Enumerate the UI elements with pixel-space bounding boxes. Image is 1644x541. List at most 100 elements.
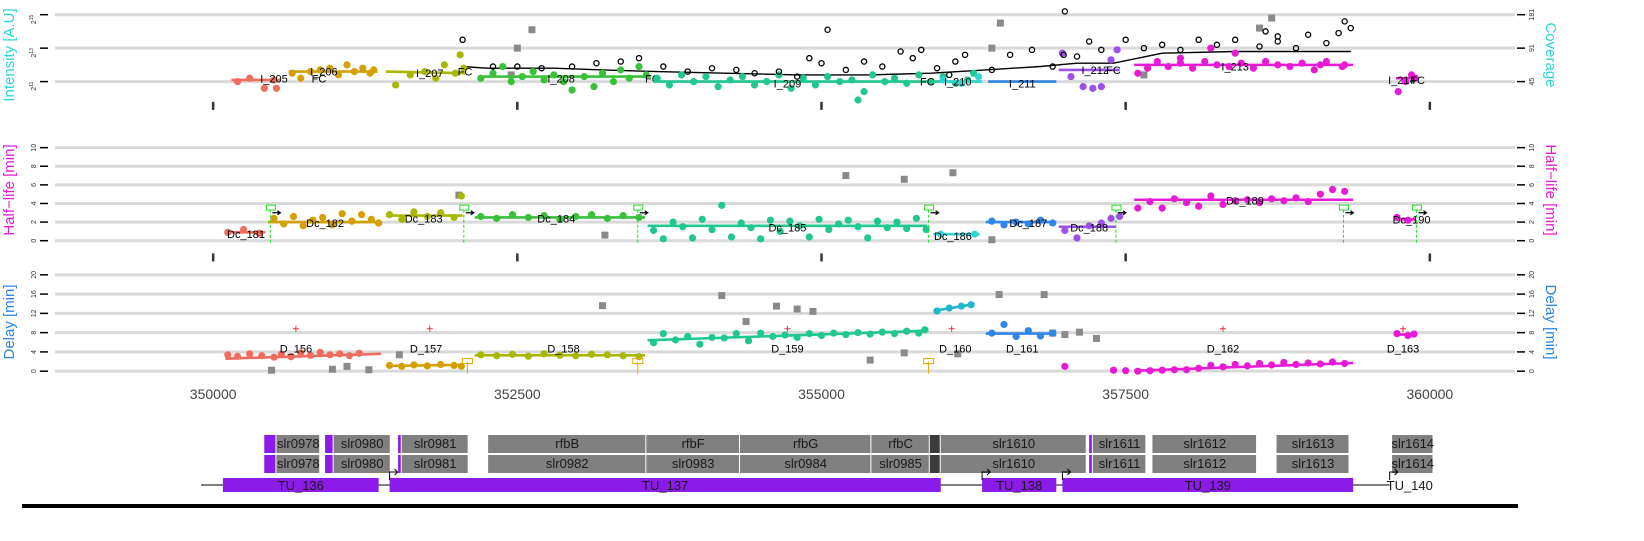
excluded-point: [343, 362, 351, 370]
data-point: [1146, 367, 1154, 375]
data-point: [815, 215, 823, 223]
data-point: [769, 332, 777, 341]
coverage-point: [1177, 46, 1184, 54]
tick-exponent: 11: [29, 81, 35, 86]
coverage-point: [1256, 43, 1263, 50]
tu-block: [389, 478, 941, 492]
data-point: [805, 330, 813, 338]
tu-label: TU_139: [1185, 478, 1231, 493]
data-point: [1280, 197, 1288, 205]
segment-label: I_208: [547, 73, 575, 85]
data-point: [385, 211, 394, 219]
data-point: [255, 229, 263, 237]
data-point: [939, 76, 947, 84]
excluded-point: [842, 172, 850, 180]
gene-block: [940, 455, 1086, 473]
data-point: [922, 225, 930, 234]
data-point: [326, 64, 334, 72]
gene-block: [488, 455, 646, 473]
gene-block: [401, 455, 468, 473]
segment-label: I_207: [416, 68, 444, 80]
data-point: [750, 81, 759, 89]
data-point: [1231, 49, 1239, 57]
segment-label: Dc_181: [227, 229, 265, 241]
segment-label: FC: [312, 73, 327, 85]
coverage-point: [946, 71, 953, 79]
data-point: [1109, 366, 1118, 374]
data-point: [708, 225, 716, 234]
data-point: [1213, 61, 1221, 69]
data-point: [224, 351, 232, 359]
data-point: [1134, 367, 1142, 375]
halflife-panel: 0 2 4 6 8 10 0 2 4 6 8 10 Half−life [min] Half−life […: [1, 144, 1559, 262]
data-point: [540, 350, 548, 358]
data-point: [456, 51, 464, 59]
data-point: [971, 230, 979, 238]
data-point: [270, 76, 278, 84]
y-tick-label-right: 8: [1529, 331, 1536, 335]
gene-label: rfbF: [682, 436, 705, 451]
data-point: [866, 330, 874, 338]
y-tick-label-left: 0: [31, 239, 38, 243]
data-point: [1097, 219, 1105, 227]
segment-label: Dc_184: [537, 213, 575, 225]
segment-label: I_212: [1081, 65, 1109, 77]
data-point: [246, 350, 254, 358]
tick-exponent: 13: [29, 48, 35, 54]
data-point: [842, 330, 850, 339]
excluded-point: [1075, 328, 1083, 336]
data-point: [437, 360, 445, 369]
data-point: [450, 361, 458, 369]
breakpoint-box: [265, 204, 276, 211]
data-point: [572, 212, 580, 221]
data-point: [1316, 360, 1324, 368]
y-tick-label-left: 0: [31, 369, 38, 373]
excluded-point: [900, 349, 908, 357]
data-point: [650, 339, 658, 347]
breakpoint-marker: [1400, 325, 1407, 332]
data-point: [1153, 57, 1161, 66]
excluded-point: [1040, 291, 1048, 299]
segment-label: Dc_183: [405, 213, 443, 225]
data-point: [883, 224, 891, 232]
data-point: [1195, 202, 1203, 210]
gene-block: [325, 455, 333, 473]
gene-label: slr0984: [784, 456, 827, 471]
gene-label: slr0981: [414, 436, 457, 451]
data-point: [915, 71, 923, 79]
breakpoint-box: [633, 204, 644, 211]
data-point: [669, 218, 677, 226]
data-point: [1049, 329, 1057, 337]
data-point: [568, 86, 576, 94]
data-point: [727, 233, 736, 241]
gene-block: [401, 435, 468, 453]
data-point: [1079, 83, 1087, 91]
data-point: [289, 212, 298, 221]
data-point: [1012, 332, 1020, 341]
tu-block: [1389, 478, 1430, 492]
excluded-point: [949, 169, 957, 177]
data-point: [881, 78, 889, 86]
excluded-point: [742, 318, 750, 326]
data-point: [757, 235, 765, 243]
x-tick-label: 350000: [190, 386, 237, 402]
y-tick-label-left: 213: [29, 48, 38, 58]
coverage-point: [617, 58, 625, 65]
data-point: [297, 74, 305, 82]
data-point: [493, 214, 501, 222]
segment-label: Dc_190: [1393, 214, 1431, 226]
gene-label: slr1612: [1183, 436, 1226, 451]
gene-label: slr1611: [1099, 436, 1141, 451]
data-point: [805, 233, 813, 241]
coverage-point: [660, 63, 667, 70]
data-point: [1061, 226, 1069, 235]
y-tick-label-right: 181: [1529, 9, 1536, 21]
data-point: [1231, 197, 1239, 205]
data-point: [1243, 362, 1251, 370]
data-point: [1280, 358, 1288, 367]
x-tick-label: 357500: [1102, 386, 1149, 402]
coverage-point: [818, 59, 825, 67]
data-point: [757, 329, 765, 337]
coverage-point: [933, 64, 941, 72]
data-point: [580, 72, 588, 81]
